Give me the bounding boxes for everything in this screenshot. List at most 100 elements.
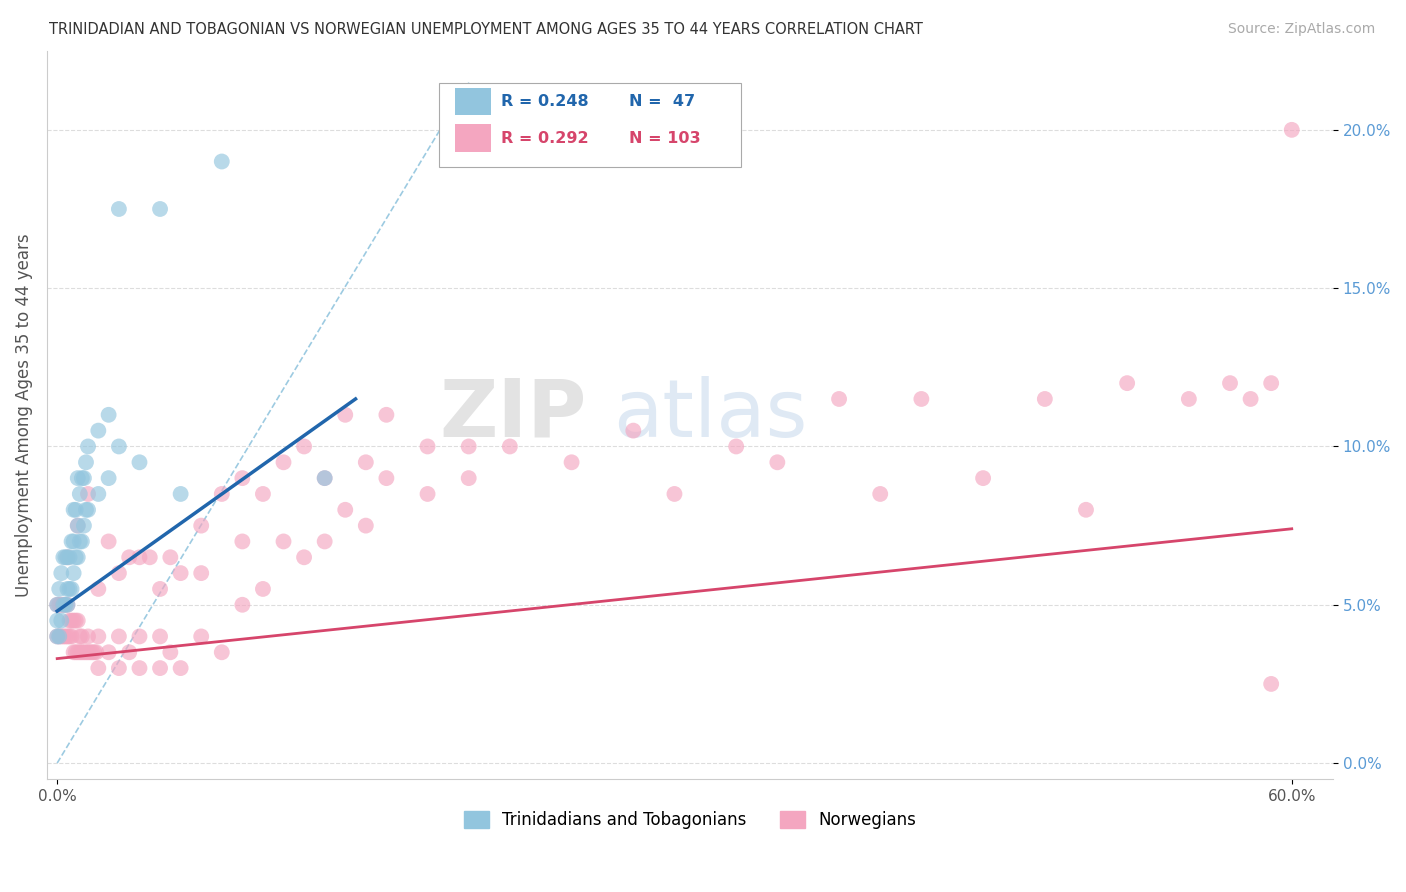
Point [65, 550, 87, 565]
Point [725, 440, 748, 454]
Point [457, 471, 479, 485]
Point [75, 503, 97, 517]
Point [335, 503, 357, 517]
Point [108, 202, 131, 216]
Point [457, 440, 479, 454]
Point [231, 534, 253, 549]
Point [77, 503, 100, 517]
Point [60, 629, 83, 643]
Point [139, 550, 162, 565]
Point [314, 471, 336, 485]
Point [292, 550, 315, 565]
Point [69, 487, 91, 501]
Point [416, 487, 439, 501]
Y-axis label: Unemployment Among Ages 35 to 44 years: Unemployment Among Ages 35 to 44 years [15, 233, 32, 597]
Point [416, 440, 439, 454]
Point [231, 471, 253, 485]
Point [58, 550, 80, 565]
Point [766, 455, 789, 469]
Point [58, 629, 80, 643]
Point [75, 455, 97, 469]
Point [56, 598, 79, 612]
Point [75, 645, 97, 659]
Point [292, 440, 315, 454]
Point [69, 645, 91, 659]
Point [55, 598, 77, 612]
Point [73, 645, 96, 659]
Point [1178, 392, 1201, 406]
Point [499, 440, 522, 454]
Point [52, 550, 75, 565]
Point [56, 582, 79, 596]
Point [664, 487, 686, 501]
Point [66, 645, 89, 659]
Point [190, 518, 212, 533]
Point [65, 503, 87, 517]
Point [52, 598, 75, 612]
Point [231, 598, 253, 612]
Point [52, 629, 75, 643]
Point [46, 614, 69, 628]
Point [159, 550, 181, 565]
Legend: Trinidadians and Tobagonians, Norwegians: Trinidadians and Tobagonians, Norwegians [457, 805, 922, 836]
Point [273, 534, 295, 549]
Point [828, 392, 851, 406]
Point [55, 598, 77, 612]
Point [910, 392, 932, 406]
Point [97, 408, 120, 422]
Point [149, 629, 172, 643]
Point [70, 629, 93, 643]
Point [52, 598, 75, 612]
Text: N = 103: N = 103 [630, 130, 702, 145]
Point [972, 471, 994, 485]
Point [354, 455, 377, 469]
Point [159, 645, 181, 659]
Point [87, 582, 110, 596]
Point [1260, 677, 1282, 691]
Point [46, 598, 69, 612]
Point [60, 582, 83, 596]
Point [118, 550, 141, 565]
Point [128, 455, 150, 469]
Point [62, 614, 84, 628]
Point [66, 518, 89, 533]
Point [561, 455, 583, 469]
Point [77, 487, 100, 501]
Point [128, 550, 150, 565]
Point [314, 534, 336, 549]
Text: TRINIDADIAN AND TOBAGONIAN VS NORWEGIAN UNEMPLOYMENT AMONG AGES 35 TO 44 YEARS C: TRINIDADIAN AND TOBAGONIAN VS NORWEGIAN … [49, 22, 924, 37]
Point [51, 614, 73, 628]
Point [46, 629, 69, 643]
Point [65, 645, 87, 659]
Point [87, 424, 110, 438]
Point [335, 408, 357, 422]
Text: ZIP: ZIP [440, 376, 588, 454]
Point [108, 440, 131, 454]
FancyBboxPatch shape [439, 84, 741, 167]
Point [77, 440, 100, 454]
Point [84, 645, 107, 659]
Point [108, 629, 131, 643]
Point [73, 471, 96, 485]
Point [252, 487, 274, 501]
Point [149, 582, 172, 596]
Point [128, 629, 150, 643]
Point [70, 471, 93, 485]
Point [46, 598, 69, 612]
Text: atlas: atlas [613, 376, 807, 454]
Point [69, 534, 91, 549]
FancyBboxPatch shape [454, 124, 491, 152]
Point [375, 408, 398, 422]
Point [62, 534, 84, 549]
Text: Source: ZipAtlas.com: Source: ZipAtlas.com [1227, 22, 1375, 37]
Point [97, 471, 120, 485]
Point [48, 598, 70, 612]
Point [108, 661, 131, 675]
Point [1116, 376, 1139, 391]
Point [70, 645, 93, 659]
Point [1033, 392, 1056, 406]
Point [51, 566, 73, 581]
FancyBboxPatch shape [454, 87, 491, 115]
Point [66, 614, 89, 628]
Point [190, 566, 212, 581]
